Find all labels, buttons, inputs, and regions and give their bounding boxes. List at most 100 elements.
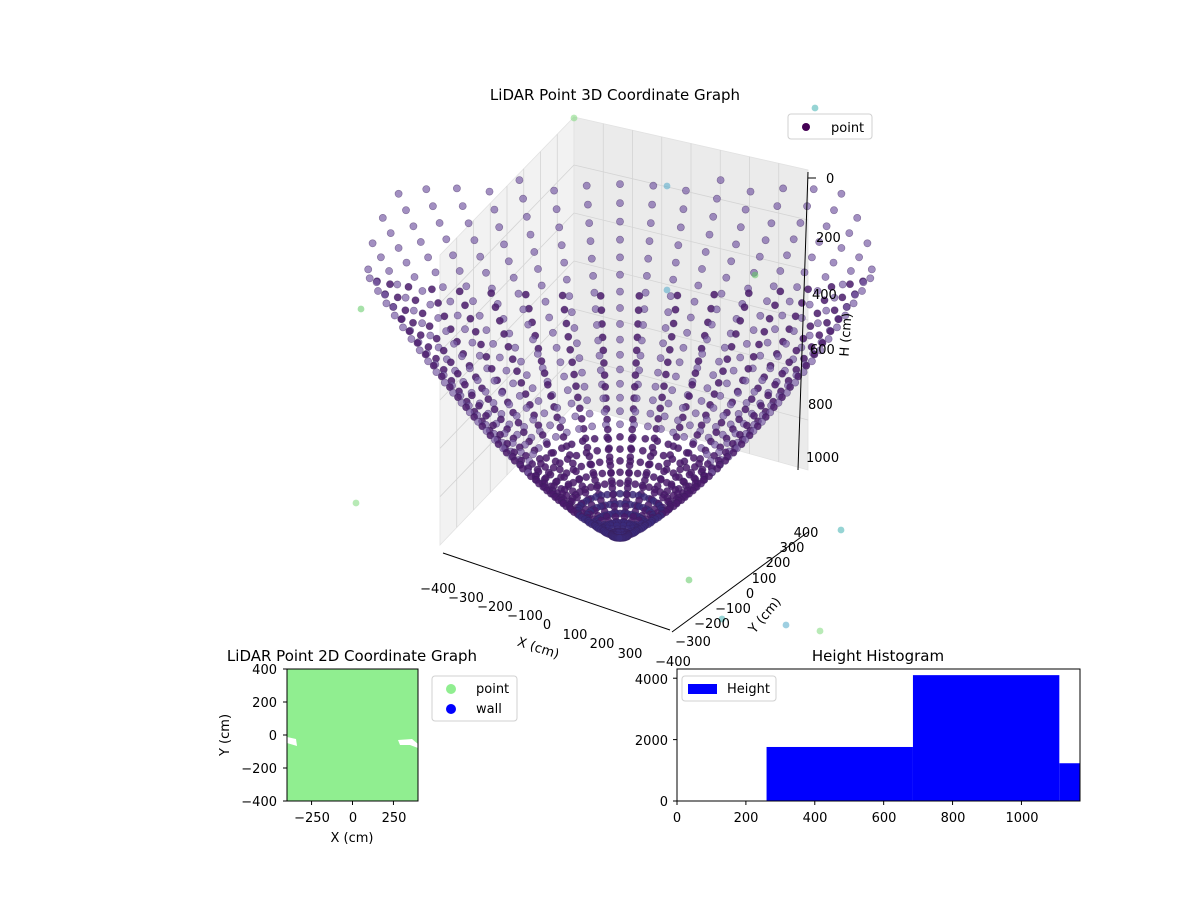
data-point xyxy=(583,396,591,405)
data-point xyxy=(599,346,608,355)
data-point xyxy=(616,350,624,359)
data-point xyxy=(446,297,455,306)
data-point-outlier xyxy=(811,104,819,112)
data-point xyxy=(590,434,599,443)
data-point xyxy=(541,463,550,471)
data-point xyxy=(587,254,596,263)
data-point xyxy=(644,254,653,263)
x-tick-label: 200 xyxy=(734,811,759,826)
data-point-outlier xyxy=(663,286,671,294)
data-point xyxy=(755,252,764,261)
data-point xyxy=(434,299,442,307)
data-point xyxy=(490,405,499,414)
data-point xyxy=(555,223,564,232)
data-point xyxy=(530,248,539,256)
data-point xyxy=(813,309,822,318)
data-point xyxy=(815,238,824,246)
data-point xyxy=(616,468,624,477)
data-point xyxy=(572,451,581,460)
y-tick-label: 2000 xyxy=(635,734,668,749)
data-point xyxy=(842,303,851,311)
data-point xyxy=(740,303,749,312)
data-point xyxy=(560,258,569,267)
data-point xyxy=(560,305,569,314)
data-point xyxy=(632,394,641,403)
data-point xyxy=(385,267,393,275)
z-tick-label: 1000 xyxy=(806,451,839,466)
data-point xyxy=(402,206,410,215)
data-point xyxy=(556,358,565,367)
data-point xyxy=(529,335,537,344)
data-point xyxy=(564,332,573,341)
data-point xyxy=(477,340,485,349)
data-point xyxy=(823,318,831,327)
data-point xyxy=(513,367,521,376)
chart-histogram-y-ticks: 0 2000 4000 xyxy=(635,673,668,810)
data-point xyxy=(834,315,843,324)
data-point xyxy=(390,311,399,320)
data-point xyxy=(778,311,787,320)
chart-2d-legend-wall-label: wall xyxy=(476,702,502,717)
data-point xyxy=(732,330,740,338)
data-point xyxy=(467,391,476,400)
data-point xyxy=(808,253,816,262)
data-point xyxy=(750,387,759,396)
data-point xyxy=(394,189,403,198)
chart-2d-legend-point-marker xyxy=(446,684,456,694)
data-point xyxy=(698,265,706,273)
data-point xyxy=(376,253,385,262)
data-point xyxy=(849,299,858,308)
data-point xyxy=(830,306,839,315)
data-point xyxy=(526,230,535,239)
data-point xyxy=(511,343,520,352)
data-point xyxy=(653,437,662,445)
data-point xyxy=(747,395,756,403)
data-point xyxy=(867,265,876,274)
data-point xyxy=(658,393,666,402)
gridline xyxy=(573,164,809,221)
data-point xyxy=(723,379,731,388)
chart-3d-z-ticks: 0 200 400 600 800 1000 xyxy=(806,172,841,466)
data-point xyxy=(462,282,471,291)
data-point xyxy=(767,219,776,228)
chart-2d-area-fill xyxy=(287,669,418,801)
data-point xyxy=(573,339,581,348)
data-point xyxy=(691,369,700,378)
data-point xyxy=(495,353,504,362)
data-point xyxy=(600,407,609,416)
data-point xyxy=(673,291,682,300)
chart-3d-x-ticks: −400 −300 −200 −100 0 100 200 300 xyxy=(420,582,642,662)
data-point xyxy=(616,287,624,296)
data-point xyxy=(446,358,455,367)
data-point xyxy=(680,432,688,441)
data-point xyxy=(793,283,801,291)
data-point xyxy=(452,184,461,193)
data-point xyxy=(783,251,791,260)
data-point xyxy=(797,314,806,322)
y-tick-label: 100 xyxy=(752,572,777,587)
data-point xyxy=(558,416,566,425)
data-point xyxy=(449,388,457,397)
data-point xyxy=(475,351,484,360)
data-point xyxy=(422,185,431,194)
data-point xyxy=(522,212,531,221)
data-point xyxy=(776,287,785,296)
data-point xyxy=(534,265,542,273)
data-point xyxy=(553,403,562,412)
chart-3d-legend-box xyxy=(787,113,873,140)
gridline xyxy=(573,308,809,371)
data-point-outlier xyxy=(663,182,671,190)
data-point xyxy=(671,305,680,314)
data-point xyxy=(631,407,640,416)
data-point xyxy=(502,366,511,375)
data-point xyxy=(679,205,688,214)
data-point xyxy=(557,444,566,453)
data-point xyxy=(625,469,633,478)
data-point xyxy=(778,369,787,378)
data-point xyxy=(632,346,641,355)
data-point xyxy=(668,386,677,395)
data-point xyxy=(649,473,658,481)
data-point xyxy=(846,280,854,289)
chart-2d-y-label: Y (cm) xyxy=(218,714,233,757)
